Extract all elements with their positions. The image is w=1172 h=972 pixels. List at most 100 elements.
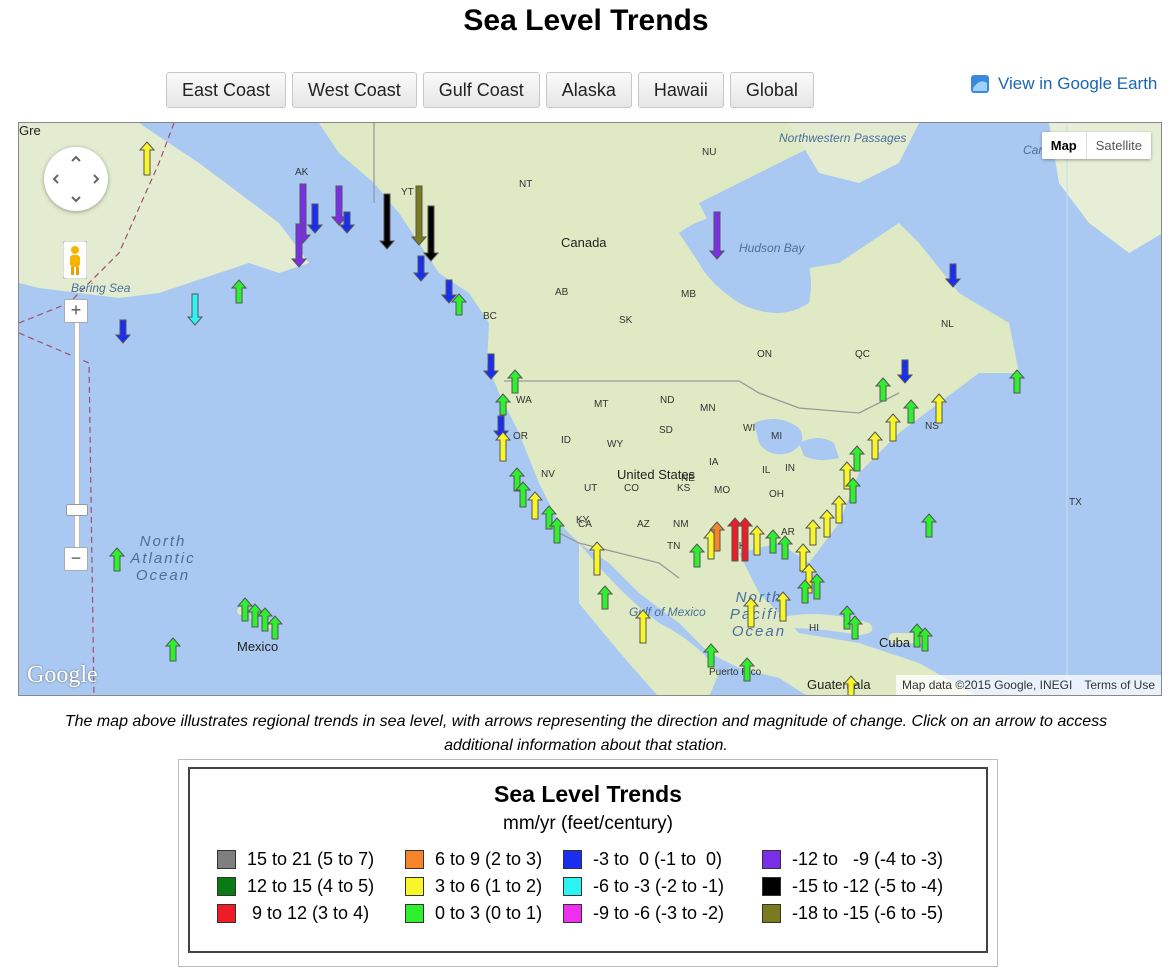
map-label: Bering Sea [71,281,131,295]
zoom-slider-track[interactable] [74,321,80,565]
station-up-arrow[interactable] [267,615,283,641]
station-down-arrow[interactable] [423,205,439,263]
station-down-arrow[interactable] [897,359,913,385]
map-label: QC [855,349,870,360]
station-up-arrow[interactable] [507,369,523,395]
station-up-arrow[interactable] [831,495,847,525]
station-down-arrow[interactable] [379,193,395,251]
station-up-arrow[interactable] [819,509,835,539]
station-down-arrow[interactable] [331,185,347,227]
station-down-arrow[interactable] [411,185,427,247]
station-up-arrow[interactable] [589,541,605,577]
terms-of-use-link[interactable]: Terms of Use [1084,678,1155,692]
map-label: North Pacific Ocean [729,589,789,640]
map-label: WA [516,395,532,406]
station-up-arrow[interactable] [743,597,759,629]
station-up-arrow[interactable] [917,627,933,653]
station-up-arrow[interactable] [847,615,863,641]
station-up-arrow[interactable] [765,529,781,555]
station-down-arrow[interactable] [709,211,725,261]
map-label: CA [578,519,592,530]
station-up-arrow[interactable] [885,413,901,443]
station-down-arrow[interactable] [291,223,307,269]
station-up-arrow[interactable] [777,535,793,561]
station-up-arrow[interactable] [1009,369,1025,395]
map-label: Canada [561,235,607,250]
station-up-arrow[interactable] [451,293,467,317]
map-label: AR [781,527,795,538]
legend-item: 12 to 15 (4 to 5) [217,876,374,897]
region-button-alaska[interactable]: Alaska [545,72,632,108]
station-up-arrow[interactable] [237,597,253,623]
map-label: OR [513,431,528,442]
station-down-arrow[interactable] [483,353,499,381]
station-up-arrow[interactable] [495,431,511,463]
zoom-slider-handle[interactable] [66,504,88,516]
station-up-arrow[interactable] [597,585,613,611]
station-up-arrow[interactable] [843,675,859,696]
legend-swatch [405,904,424,923]
map-type-satellite-button[interactable]: Satellite [1095,138,1142,153]
station-up-arrow[interactable] [109,547,125,573]
zoom-in-button[interactable]: + [64,299,88,323]
map-label: North Atlantic Ocean [130,533,196,584]
station-down-arrow[interactable] [413,255,429,283]
station-down-arrow[interactable] [441,279,457,305]
station-up-arrow[interactable] [931,393,947,425]
station-up-arrow[interactable] [775,591,791,623]
station-up-arrow[interactable] [839,605,855,631]
station-up-arrow[interactable] [527,491,543,521]
sea-level-map[interactable]: Northwestern Passages NU NT Canada Hudson Ba… [18,122,1162,696]
station-up-arrow[interactable] [867,431,883,461]
station-up-arrow[interactable] [749,525,765,557]
station-up-arrow[interactable] [875,377,891,403]
station-up-arrow[interactable] [849,445,865,473]
region-button-gulf-coast[interactable]: Gulf Coast [422,72,540,108]
station-up-arrow[interactable] [805,519,821,547]
station-down-arrow[interactable] [115,319,131,345]
station-up-arrow[interactable] [921,513,937,539]
station-up-arrow[interactable] [231,279,247,305]
station-up-arrow[interactable] [541,505,557,531]
station-up-arrow[interactable] [515,481,531,509]
station-up-arrow[interactable] [689,543,705,569]
pan-control[interactable] [44,147,108,211]
region-button-hawaii[interactable]: Hawaii [637,72,724,108]
station-up-arrow[interactable] [845,477,861,505]
map-label: IA [709,457,719,468]
map-label: HI [809,623,819,634]
station-up-arrow[interactable] [801,563,817,595]
station-up-arrow[interactable] [495,393,511,417]
legend-swatch [762,904,781,923]
station-up-arrow[interactable] [809,573,825,601]
station-up-arrow[interactable] [635,609,651,645]
station-up-arrow[interactable] [703,643,719,669]
station-up-arrow[interactable] [139,141,155,177]
station-up-arrow[interactable] [903,399,919,425]
station-down-arrow[interactable] [307,203,323,235]
map-label: NT [519,179,533,190]
station-up-arrow[interactable] [797,579,813,605]
station-up-arrow[interactable] [549,517,565,545]
region-button-east-coast[interactable]: East Coast [166,72,287,108]
station-up-arrow[interactable] [165,637,181,663]
station-up-arrow[interactable] [509,467,525,493]
street-view-pegman-icon[interactable] [63,241,87,279]
station-up-arrow[interactable] [709,521,725,553]
map-label: IL [762,465,771,476]
station-down-arrow[interactable] [187,293,203,327]
station-down-arrow[interactable] [945,263,961,289]
region-button-global[interactable]: Global [729,72,814,108]
station-up-arrow[interactable] [839,461,855,491]
station-down-arrow[interactable] [339,211,355,235]
zoom-out-button[interactable]: − [64,547,88,571]
google-earth-link[interactable]: View in Google Earth [970,74,1157,94]
station-up-arrow[interactable] [739,657,755,683]
station-up-arrow[interactable] [737,517,753,563]
station-up-arrow[interactable] [257,607,273,633]
legend-label: -18 to -15 (-6 to -5) [792,903,944,923]
map-type-map-button[interactable]: Map [1042,132,1087,159]
map-label: Mexico [237,639,279,654]
legend-units: mm/yr (feet/century) [503,813,673,834]
region-button-west-coast[interactable]: West Coast [292,72,417,108]
